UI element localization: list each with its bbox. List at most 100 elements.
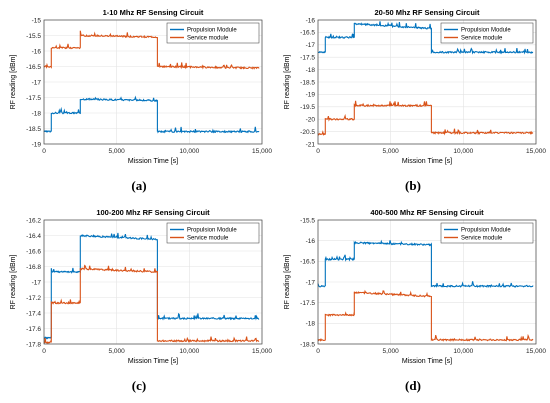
panel-b: 20-50 Mhz RF Sensing Circuit -21 -20.5 -20 -… xyxy=(278,4,548,202)
x-tick-label: 5,000 xyxy=(109,148,126,155)
x-tick-label: 15,000 xyxy=(526,148,546,155)
y-tick-label: -15.5 xyxy=(300,217,315,224)
y-tick-label: -19 xyxy=(306,92,316,99)
y-tick-label: -20 xyxy=(306,117,316,124)
x-tick-label: 0 xyxy=(42,148,46,155)
series-line-service xyxy=(43,264,260,345)
chart-title: 100-200 Mhz RF Sensing Circuit xyxy=(96,208,210,217)
y-tick-label: -17 xyxy=(32,79,42,86)
y-axis-label: RF reading [dBm] xyxy=(284,255,291,310)
y-tick-label: -16 xyxy=(306,238,316,245)
chart-d: 400-500 Mhz RF Sensing Circuit -18.5 -18 -1… xyxy=(284,208,546,365)
y-tick-label: -17.6 xyxy=(26,326,41,333)
legend-entry: Propulsion Module xyxy=(187,28,237,34)
legend: Propulsion Module Service module xyxy=(166,22,260,44)
series-line-propulsion xyxy=(43,95,260,134)
y-tick-label: -16.5 xyxy=(300,259,315,266)
legend-entry: Service module xyxy=(461,36,503,42)
panel-c: 100-200 Mhz RF Sensing Circuit -17.8 -17.6… xyxy=(4,204,274,402)
caption-c: (c) xyxy=(131,378,147,393)
x-tick-label: 5,000 xyxy=(109,348,126,355)
caption-a: (a) xyxy=(131,178,147,193)
y-tick-label: -18 xyxy=(306,321,316,328)
y-tick-label: -18.5 xyxy=(300,79,315,86)
x-tick-label: 10,000 xyxy=(453,148,473,155)
series-line-propulsion xyxy=(43,232,260,340)
caption-d: (d) xyxy=(405,378,421,393)
y-tick-label: -18.5 xyxy=(300,341,315,348)
x-tick-label: 0 xyxy=(316,148,320,155)
y-tick-label: -17.5 xyxy=(26,95,41,102)
y-tick-label: -19 xyxy=(32,141,42,148)
x-tick-label: 0 xyxy=(316,348,320,355)
y-tick-label: -18.5 xyxy=(26,126,41,133)
legend-box xyxy=(440,22,534,44)
y-tick-label: -15.5 xyxy=(26,33,41,40)
x-tick-label: 0 xyxy=(42,348,46,355)
chart-title: 20-50 Mhz RF Sensing Circuit xyxy=(374,8,480,17)
y-tick-label: -16 xyxy=(32,48,42,55)
y-tick-label: -17.8 xyxy=(26,341,41,348)
y-tick-label: -20.5 xyxy=(300,129,315,136)
y-tick-label: -18 xyxy=(306,67,316,74)
x-tick-label: 15,000 xyxy=(526,348,546,355)
axes-frame xyxy=(43,19,263,145)
panel-a: 1-10 Mhz RF Sensing Circuit -19 -18.5 -18 -1… xyxy=(4,4,274,202)
y-tick-label: -17.4 xyxy=(26,310,41,317)
x-tick-label: 15,000 xyxy=(252,348,272,355)
legend-box xyxy=(166,222,260,244)
y-tick-label: -17.2 xyxy=(26,295,41,302)
legend: Propulsion Module Service module xyxy=(440,22,534,44)
y-axis-label: RF reading [dBm] xyxy=(10,255,17,310)
x-axis-label: Mission Time [s] xyxy=(128,158,178,165)
chart-c: 100-200 Mhz RF Sensing Circuit -17.8 -17.6… xyxy=(10,208,272,365)
legend-entry: Service module xyxy=(187,36,229,42)
y-tick-label: -18 xyxy=(32,110,42,117)
y-tick-label: -17.5 xyxy=(300,55,315,62)
legend-entry: Propulsion Module xyxy=(461,28,511,34)
y-axis-label: RF reading [dBm] xyxy=(284,55,291,110)
axes-frame xyxy=(317,19,537,145)
y-tick-label: -16.6 xyxy=(26,248,41,255)
x-axis-label: Mission Time [s] xyxy=(402,158,452,165)
y-tick-label: -17 xyxy=(32,279,42,286)
axes-frame xyxy=(43,219,263,345)
legend-entry: Propulsion Module xyxy=(461,228,511,234)
axes-frame xyxy=(317,219,537,345)
series-line-propulsion xyxy=(317,21,534,55)
y-tick-label: -15 xyxy=(32,17,42,24)
x-axis-label: Mission Time [s] xyxy=(128,358,178,365)
chart-title: 1-10 Mhz RF Sensing Circuit xyxy=(103,8,204,17)
y-tick-label: -16.2 xyxy=(26,217,41,224)
legend: Propulsion Module Service module xyxy=(166,222,260,244)
y-tick-label: -16 xyxy=(306,17,316,24)
panel-d: 400-500 Mhz RF Sensing Circuit -18.5 -18 -1… xyxy=(278,204,548,402)
y-tick-label: -17 xyxy=(306,42,316,49)
y-tick-label: -17 xyxy=(306,279,316,286)
series-line-service xyxy=(317,100,534,136)
chart-b: 20-50 Mhz RF Sensing Circuit -21 -20.5 -20 -… xyxy=(284,8,546,165)
x-tick-label: 10,000 xyxy=(179,148,199,155)
chart-title: 400-500 Mhz RF Sensing Circuit xyxy=(370,208,484,217)
x-tick-label: 10,000 xyxy=(179,348,199,355)
legend: Propulsion Module Service module xyxy=(440,222,534,244)
y-tick-label: -19.5 xyxy=(300,104,315,111)
y-axis-label: RF reading [dBm] xyxy=(10,55,17,110)
series-line-propulsion xyxy=(317,239,534,288)
y-tick-label: -16.4 xyxy=(26,233,41,240)
series-line-service xyxy=(43,30,260,70)
y-tick-label: -21 xyxy=(306,141,316,148)
legend-entry: Service module xyxy=(187,236,229,242)
y-tick-label: -16.5 xyxy=(300,30,315,37)
x-axis-label: Mission Time [s] xyxy=(402,358,452,365)
x-tick-label: 5,000 xyxy=(383,148,400,155)
series-line-service xyxy=(317,289,534,342)
y-tick-label: -17.5 xyxy=(300,300,315,307)
x-tick-label: 10,000 xyxy=(453,348,473,355)
legend-entry: Service module xyxy=(461,236,503,242)
caption-b: (b) xyxy=(405,178,421,193)
y-tick-label: -16.8 xyxy=(26,264,41,271)
legend-box xyxy=(166,22,260,44)
x-tick-label: 15,000 xyxy=(252,148,272,155)
